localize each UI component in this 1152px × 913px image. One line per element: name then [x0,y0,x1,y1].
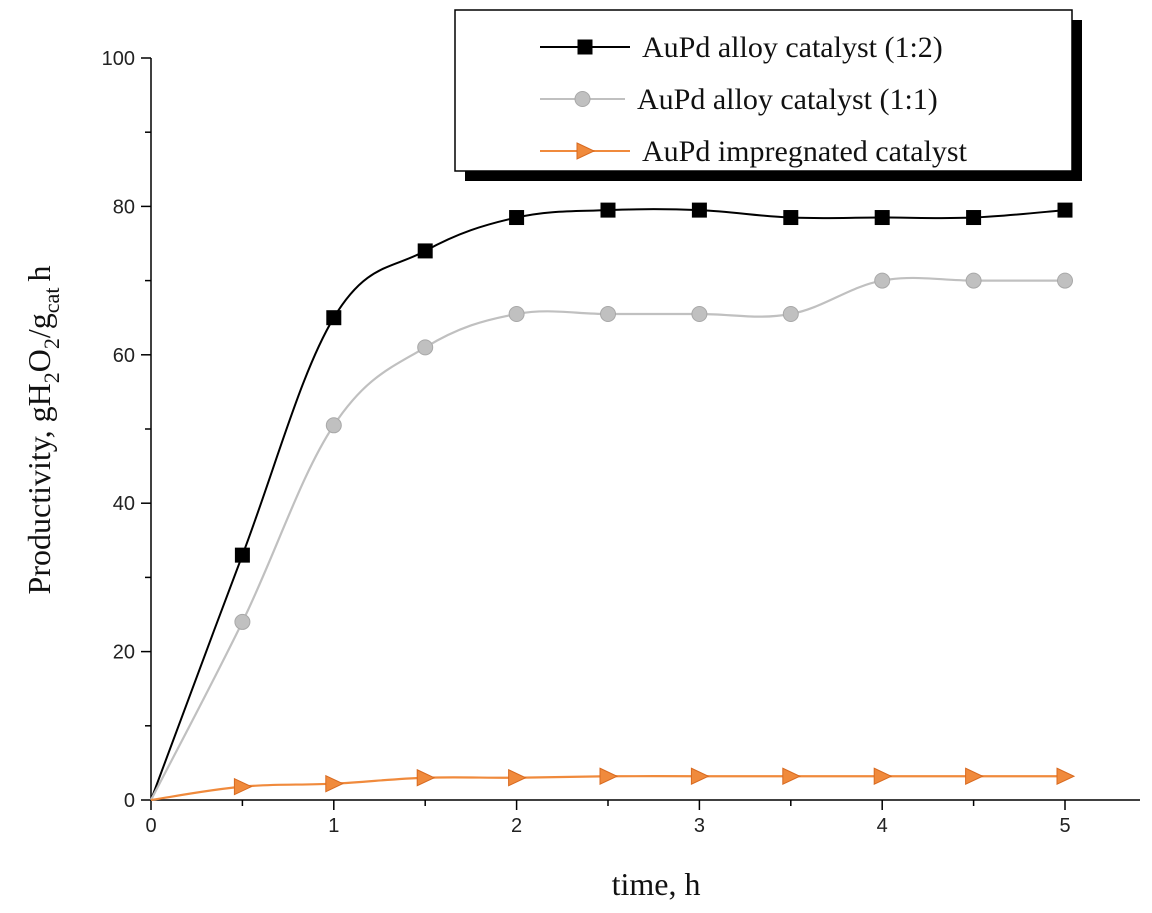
data-point-series-0 [1057,202,1073,218]
data-point-series-2 [690,767,710,786]
y-title-sub2: 2 [39,338,64,349]
data-point-series-1 [691,305,708,322]
x-tick-label: 1 [328,815,339,837]
data-point-series-2 [873,767,893,786]
y-tick-label: 80 [113,196,135,218]
series-line-1 [150,276,1065,801]
data-point-series-0 [966,210,982,226]
data-point-series-0 [234,547,250,563]
series-line-0 [150,208,1066,801]
series-lines [150,208,1066,802]
data-point-series-2 [416,768,436,787]
data-point-series-0 [874,210,890,226]
data-point-series-2 [1056,767,1076,786]
data-point-series-0 [417,243,433,259]
y-axis-title: Productivity, gH2O2/gcath [21,266,64,595]
data-point-series-2 [508,768,527,787]
x-tick-label: 3 [694,815,705,837]
svg-text:Productivity, gH2O2/gcath: Productivity, gH2O2/gcath [21,266,64,595]
legend: AuPd alloy catalyst (1:2) AuPd alloy cata… [454,9,1082,181]
x-tick-label: 2 [511,815,522,837]
y-title-mid: O [21,349,57,372]
legend-box [454,9,1073,172]
legend-marker-2 [576,142,596,160]
data-point-series-1 [965,272,982,289]
legend-label-0: AuPd alloy catalyst (1:2) [642,31,943,64]
data-point-series-1 [874,272,891,289]
data-point-series-1 [325,417,342,434]
data-point-series-2 [599,767,619,786]
data-point-series-0 [326,310,342,326]
y-tick-label: 100 [102,48,135,70]
ticks [141,57,1066,810]
data-point-series-2 [782,767,801,786]
y-title-sub1: 2 [39,372,64,383]
tick-labels: 0 1 2 3 4 5 0 20 40 60 80 100 [102,48,1071,837]
x-tick-label: 4 [877,815,888,837]
data-point-series-0 [783,210,799,226]
data-point-series-0 [691,202,707,218]
y-tick-label: 0 [124,790,135,812]
y-tick-label: 20 [113,642,135,664]
data-point-series-0 [509,210,525,226]
y-title-slash: /g [21,313,57,338]
legend-marker-1 [574,91,591,107]
data-point-series-0 [600,202,616,218]
y-tick-label: 40 [113,493,135,515]
data-point-series-1 [782,305,799,322]
y-title-main: Productivity, gH [21,383,57,594]
data-point-series-1 [1057,272,1073,289]
legend-label-2: AuPd impregnated catalyst [642,135,968,168]
data-point-series-1 [508,305,525,322]
y-title-sub3: cat [39,288,64,314]
x-tick-label: 0 [145,815,156,837]
data-point-series-2 [325,774,344,793]
x-axis-title: time, h [612,866,701,902]
y-tick-label: 60 [113,345,135,367]
data-point-series-2 [965,767,984,786]
y-title-tail: h [21,266,57,282]
data-point-series-1 [600,305,616,322]
data-point-series-1 [234,613,251,630]
x-tick-label: 5 [1059,815,1070,837]
series-markers [233,202,1076,796]
data-point-series-2 [233,777,253,796]
legend-marker-0 [577,39,593,55]
data-point-series-1 [417,339,434,356]
legend-label-1: AuPd alloy catalyst (1:1) [637,83,938,116]
